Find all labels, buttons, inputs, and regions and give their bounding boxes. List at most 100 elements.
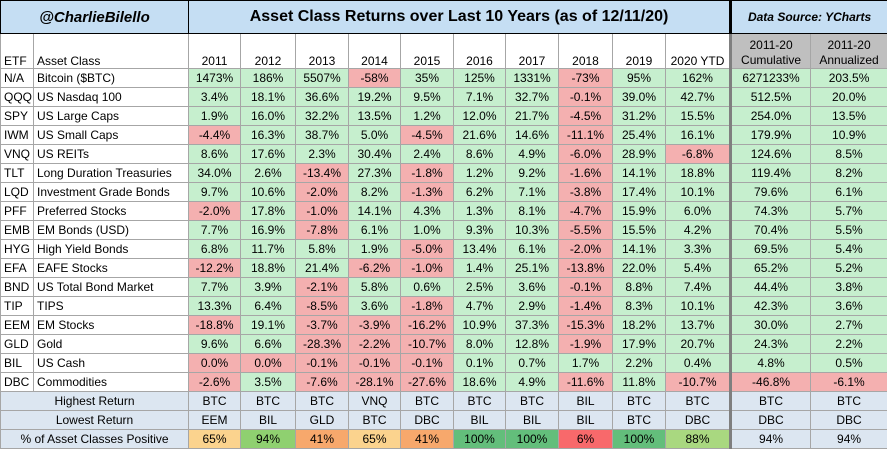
return-cell: 17.9% (612, 334, 666, 354)
return-cell: 1.0% (400, 220, 454, 240)
return-cell: 74.3% (729, 201, 812, 221)
return-cell: 8.6% (188, 144, 241, 164)
summary-cell: BTC (612, 410, 666, 430)
summary-cell: BTC (729, 391, 812, 411)
return-cell: -0.1% (348, 353, 401, 373)
return-cell: -2.2% (348, 334, 401, 354)
return-cell: -6.2% (348, 258, 401, 278)
return-cell: -0.1% (295, 353, 349, 373)
return-cell: 5.8% (348, 277, 401, 297)
return-cell: -7.8% (295, 220, 349, 240)
return-cell: 10.3% (505, 220, 559, 240)
summary-cell: 100% (505, 429, 559, 449)
return-cell: 35% (400, 68, 454, 88)
return-cell: -28.3% (295, 334, 349, 354)
return-cell: -16.2% (400, 315, 454, 335)
return-cell: 28.9% (612, 144, 666, 164)
return-cell: 8.3% (612, 296, 666, 316)
return-cell: 3.9% (240, 277, 296, 297)
etf: BIL (0, 353, 34, 373)
data-row: IWM US Small Caps -4.4% 16.3% 38.7% 5.0% -4.5%… (0, 125, 887, 145)
asset-class: Commodities (33, 372, 189, 392)
return-cell: -0.1% (558, 277, 613, 297)
return-cell: 8.0% (453, 334, 506, 354)
return-cell: 6.1% (348, 220, 401, 240)
summary-cell: BTC (612, 391, 666, 411)
return-cell: 0.4% (664, 353, 732, 373)
return-cell: 9.3% (453, 220, 506, 240)
summary-cell: BIL (558, 391, 613, 411)
summary-label: % of Asset Classes Positive (0, 429, 189, 449)
etf: TLT (0, 163, 34, 183)
return-cell: 13.5% (348, 106, 401, 126)
column-header: 2017 (505, 33, 559, 69)
return-cell: 22.0% (612, 258, 666, 278)
return-cell: 162% (664, 68, 732, 88)
return-cell: 44.4% (729, 277, 812, 297)
return-cell: 5.8% (295, 239, 349, 259)
return-cell: 24.3% (729, 334, 812, 354)
etf: GLD (0, 334, 34, 354)
etf: SPY (0, 106, 34, 126)
return-cell: 16.1% (664, 125, 732, 145)
handle: @CharlieBilello (0, 0, 189, 34)
return-cell: -10.7% (400, 334, 454, 354)
asset-class: Bitcoin ($BTC) (33, 68, 189, 88)
return-cell: -73% (558, 68, 613, 88)
return-cell: 9.7% (188, 182, 241, 202)
return-cell: 5.7% (810, 201, 887, 221)
return-cell: 20.0% (810, 87, 887, 107)
column-header: 2019 (612, 33, 666, 69)
etf: VNQ (0, 144, 34, 164)
return-cell: -1.9% (558, 334, 613, 354)
return-cell: 65.2% (729, 258, 812, 278)
return-cell: 14.1% (612, 239, 666, 259)
return-cell: 5.5% (810, 220, 887, 240)
return-cell: 4.8% (729, 353, 812, 373)
return-cell: 0.7% (505, 353, 559, 373)
return-cell: 13.4% (453, 239, 506, 259)
return-cell: 14.6% (505, 125, 559, 145)
return-cell: -1.4% (558, 296, 613, 316)
asset-class: EAFE Stocks (33, 258, 189, 278)
summary-cell: BTC (348, 410, 401, 430)
return-cell: 10.9% (810, 125, 887, 145)
return-cell: -6.8% (664, 144, 732, 164)
return-cell: 6.6% (240, 334, 296, 354)
return-cell: -12.2% (188, 258, 241, 278)
return-cell: -13.8% (558, 258, 613, 278)
data-row: HYG High Yield Bonds 6.8% 11.7% 5.8% 1.9% -5.0… (0, 239, 887, 259)
return-cell: 9.6% (188, 334, 241, 354)
return-cell: 5.2% (810, 258, 887, 278)
etf: PFF (0, 201, 34, 221)
etf: DBC (0, 372, 34, 392)
etf: EEM (0, 315, 34, 335)
return-cell: -6.0% (558, 144, 613, 164)
column-header: ETF (0, 33, 34, 69)
return-cell: 36.6% (295, 87, 349, 107)
summary-cell: DBC (400, 410, 454, 430)
return-cell: -11.6% (558, 372, 613, 392)
return-cell: 14.1% (612, 163, 666, 183)
return-cell: 6.2% (453, 182, 506, 202)
return-cell: -3.9% (348, 315, 401, 335)
return-cell: -0.1% (558, 87, 613, 107)
data-row: BIL US Cash 0.0% 0.0% -0.1% -0.1% -0.1% 0.1% 0.7… (0, 353, 887, 373)
return-cell: -1.8% (400, 296, 454, 316)
asset-class: US Cash (33, 353, 189, 373)
return-cell: 20.7% (664, 334, 732, 354)
column-header: 2012 (240, 33, 296, 69)
return-cell: 13.7% (664, 315, 732, 335)
return-cell: 38.7% (295, 125, 349, 145)
summary-label: Lowest Return (0, 410, 189, 430)
summary-cell: 6% (558, 429, 613, 449)
return-cell: 6271233% (729, 68, 812, 88)
summary-cell: BIL (505, 410, 559, 430)
return-cell: 10.1% (664, 182, 732, 202)
return-cell: 7.4% (664, 277, 732, 297)
etf: N/A (0, 68, 34, 88)
return-cell: -4.5% (558, 106, 613, 126)
source: Data Source: YCharts (729, 0, 887, 34)
return-cell: -4.5% (400, 125, 454, 145)
return-cell: 7.7% (188, 277, 241, 297)
